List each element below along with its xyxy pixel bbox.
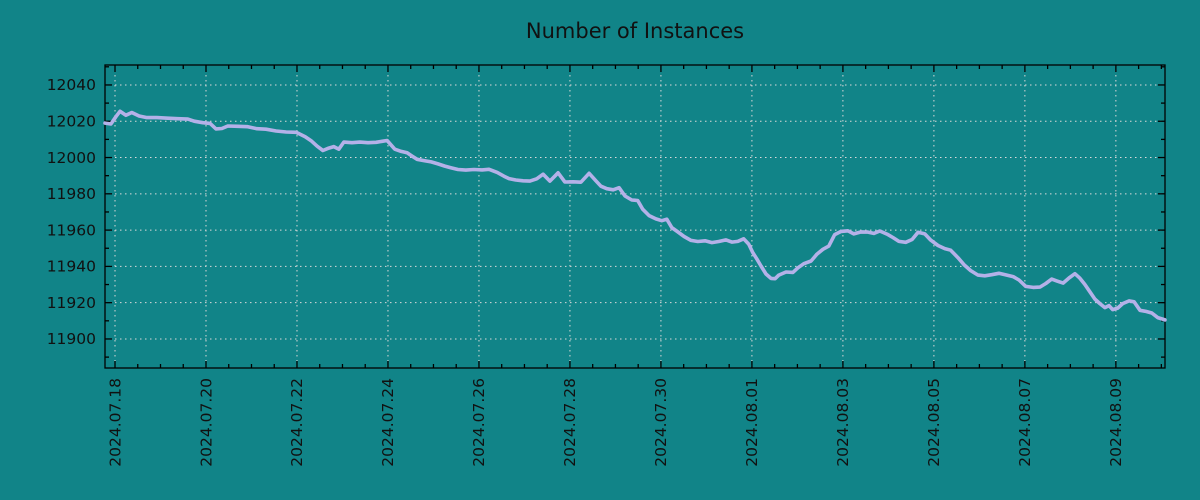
axis-ticks — [105, 65, 1165, 368]
y-tick-label: 12000 — [47, 149, 96, 167]
x-tick-label: 2024.08.05 — [925, 378, 943, 467]
y-tick-label: 11980 — [47, 185, 96, 203]
chart-title: Number of Instances — [526, 19, 744, 43]
x-tick-label: 2024.07.18 — [106, 378, 124, 467]
y-tick-label: 12040 — [47, 76, 96, 94]
y-tick-label: 11920 — [47, 294, 96, 312]
gridlines — [105, 65, 1165, 368]
y-tick-label: 11900 — [47, 330, 96, 348]
x-tick-label: 2024.07.22 — [288, 378, 306, 467]
y-tick-label: 12020 — [47, 113, 96, 131]
axis-labels: 11900 11920 11940 11960 11980 12000 12020 12040… — [47, 76, 1125, 467]
data-series — [103, 109, 1167, 322]
x-tick-label: 2024.07.30 — [652, 378, 670, 467]
x-tick-label: 2024.07.26 — [470, 378, 488, 467]
y-tick-label: 11940 — [47, 258, 96, 276]
x-tick-label: 2024.08.01 — [743, 378, 761, 467]
x-tick-label: 2024.07.24 — [379, 378, 397, 467]
plot-border — [104, 64, 1166, 369]
y-tick-label: 11960 — [47, 221, 96, 239]
series-line-instances — [103, 109, 1167, 322]
x-tick-label: 2024.08.07 — [1016, 378, 1034, 467]
x-tick-label: 2024.08.03 — [834, 378, 852, 467]
x-tick-label: 2024.08.09 — [1107, 378, 1125, 467]
x-tick-label: 2024.07.20 — [197, 378, 215, 467]
x-tick-label: 2024.07.28 — [561, 378, 579, 467]
